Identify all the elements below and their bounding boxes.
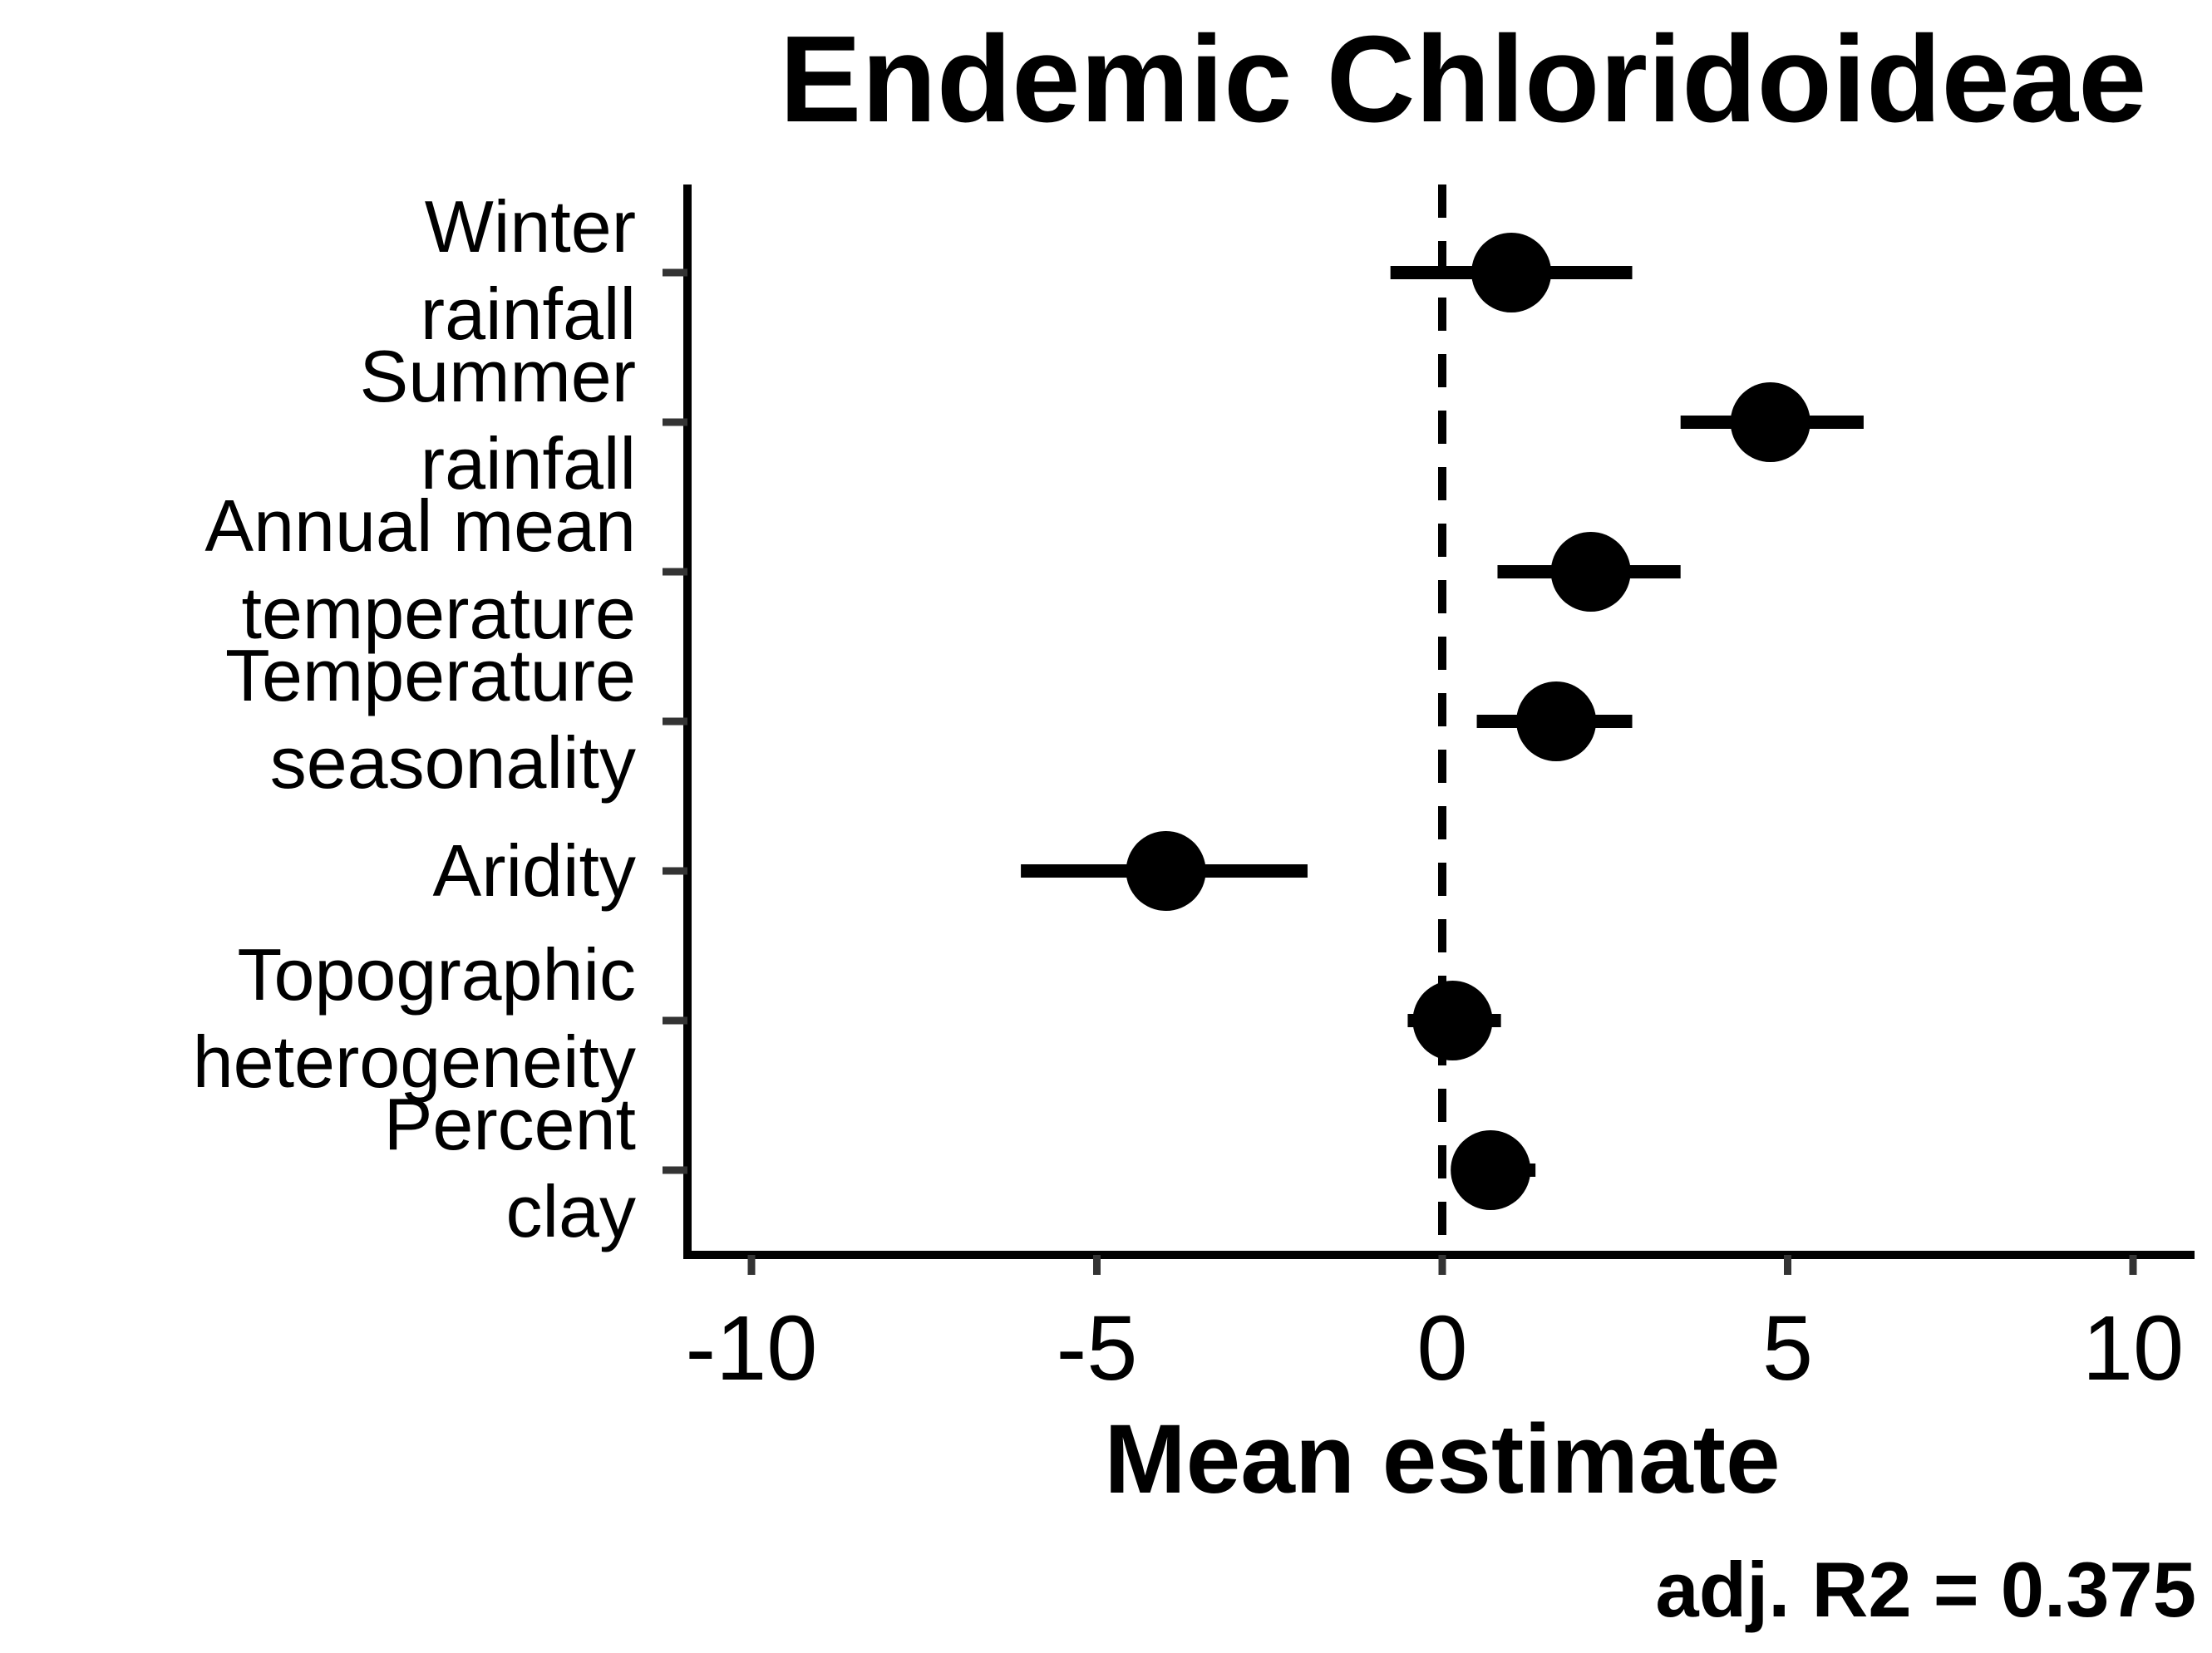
x-tick-label: -5 [1057, 1297, 1138, 1400]
y-tick-label: rainfall [421, 422, 636, 504]
axes: -10 -5 0 5 10WinterrainfallSummerrainfallAnn… [193, 184, 2195, 1400]
y-tick-label: Summer [360, 335, 637, 417]
data-point [1412, 981, 1493, 1060]
chart-title: Endemic Chloridoideae [780, 11, 2147, 148]
data-point [1550, 532, 1631, 612]
y-tick-label: heterogeneity [193, 1021, 636, 1103]
y-tick-label: Topographic [238, 933, 636, 1016]
y-tick-label: Winter [425, 185, 636, 268]
y-tick-label: clay [506, 1170, 637, 1252]
data-point [1451, 1130, 1531, 1210]
x-tick-label: 0 [1416, 1297, 1467, 1400]
y-tick-label: Aridity [433, 829, 637, 912]
plot-area [1021, 184, 1864, 1255]
data-point [1516, 681, 1597, 761]
y-tick-label: Annual mean [204, 485, 636, 567]
x-axis-title: Mean estimate [1104, 1405, 1780, 1514]
data-point [1730, 382, 1810, 462]
y-tick-label: Temperature [225, 634, 636, 716]
x-tick-label: 5 [1762, 1297, 1813, 1400]
y-tick-label: Percent [384, 1083, 636, 1165]
x-tick-label: -10 [686, 1297, 818, 1400]
y-tick-label: rainfall [421, 273, 636, 355]
adj-r2-annotation: adj. R2 = 0.375 [1655, 1546, 2196, 1633]
data-point [1471, 233, 1552, 312]
data-point [1126, 831, 1206, 911]
y-tick-label: seasonality [270, 721, 636, 804]
y-tick-label: temperature [242, 572, 636, 654]
x-tick-label: 10 [2082, 1297, 2184, 1400]
